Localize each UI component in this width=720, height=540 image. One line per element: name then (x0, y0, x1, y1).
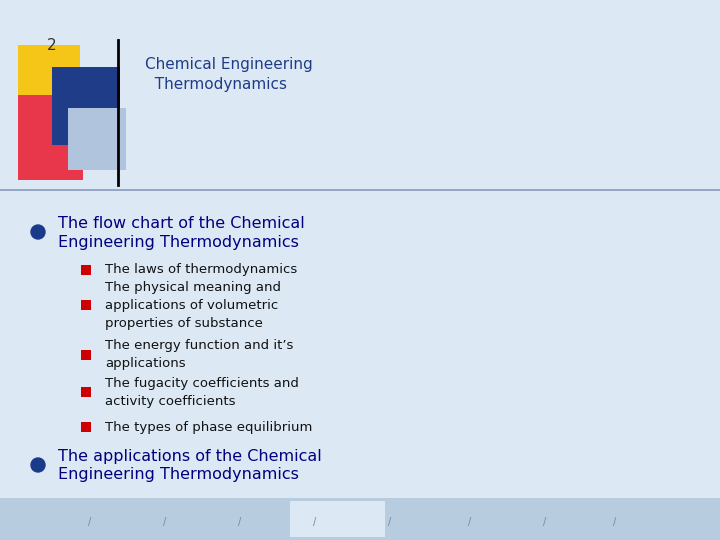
Bar (290, 501, 385, 537)
Bar (18, 95, 83, 180)
Circle shape (31, 225, 45, 239)
Text: /: / (388, 517, 392, 527)
Text: /: / (313, 517, 317, 527)
Text: /: / (89, 517, 91, 527)
Bar (81, 422, 91, 432)
Text: The physical meaning and
applications of volumetric
properties of substance: The physical meaning and applications of… (105, 280, 281, 329)
Text: /: / (544, 517, 546, 527)
Bar (68, 108, 126, 170)
Bar (0, 498, 720, 540)
Text: Chemical Engineering: Chemical Engineering (145, 57, 312, 72)
Text: Engineering Thermodynamics: Engineering Thermodynamics (58, 234, 299, 249)
Text: Engineering Thermodynamics: Engineering Thermodynamics (58, 468, 299, 483)
Text: The types of phase equilibrium: The types of phase equilibrium (105, 421, 312, 434)
Text: The energy function and it’s
applications: The energy function and it’s application… (105, 340, 293, 370)
Bar (81, 265, 91, 275)
Text: The laws of thermodynamics: The laws of thermodynamics (105, 264, 297, 276)
Text: The flow chart of the Chemical: The flow chart of the Chemical (58, 217, 305, 232)
Bar (52, 67, 120, 145)
Bar (81, 300, 91, 310)
Bar (81, 350, 91, 360)
Circle shape (31, 458, 45, 472)
Text: 2: 2 (48, 37, 57, 52)
Bar (81, 387, 91, 397)
Text: Thermodynamics: Thermodynamics (145, 78, 287, 92)
Text: /: / (163, 517, 166, 527)
Text: The applications of the Chemical: The applications of the Chemical (58, 449, 322, 464)
Text: /: / (469, 517, 472, 527)
Text: /: / (613, 517, 616, 527)
Text: The fugacity coefficients and
activity coefficients: The fugacity coefficients and activity c… (105, 376, 299, 408)
Text: /: / (238, 517, 242, 527)
Bar (18, 45, 80, 140)
